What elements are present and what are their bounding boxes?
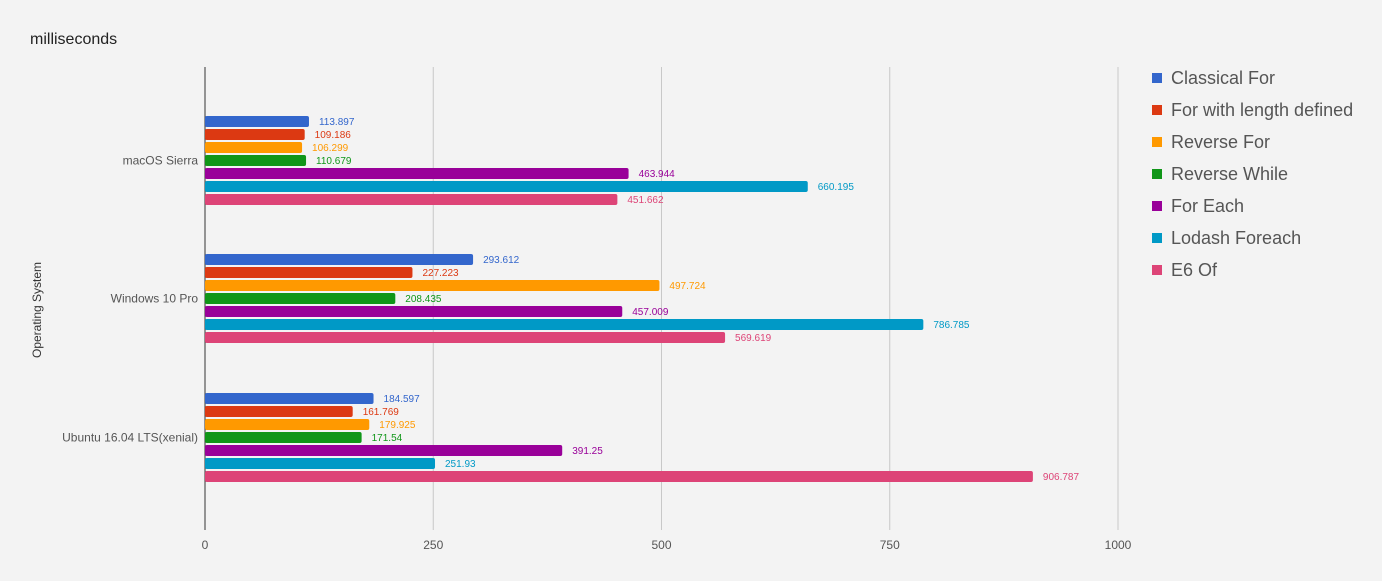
data-label: 171.54: [372, 433, 403, 444]
chart-title: milliseconds: [30, 31, 117, 48]
legend-swatch: [1152, 265, 1162, 275]
data-label: 463.944: [639, 169, 676, 180]
category-labels: macOS Sierra Windows 10 Pro Ubuntu 16.04 L…: [62, 154, 198, 445]
bar: [205, 445, 563, 456]
y-axis-title: Operating System: [30, 262, 44, 358]
data-label: 179.925: [379, 420, 416, 431]
legend-swatch: [1152, 201, 1162, 211]
bar: [205, 406, 353, 417]
legend-entry: For Each: [1171, 196, 1244, 216]
data-label: 293.612: [483, 255, 520, 266]
data-label: 113.897: [319, 117, 355, 128]
data-label: 251.93: [445, 459, 476, 470]
data-label: 106.299: [312, 143, 349, 154]
legend-swatch: [1152, 233, 1162, 243]
bar: [205, 280, 660, 291]
bar: [205, 293, 396, 304]
bar: [205, 332, 726, 343]
data-label: 457.009: [632, 307, 669, 318]
legend: Classical For For with length defined Reve…: [1152, 68, 1353, 280]
data-label: 208.435: [405, 294, 442, 305]
bar: [205, 319, 924, 330]
bar: [205, 181, 808, 192]
bars: [205, 116, 1033, 482]
bar: [205, 155, 307, 166]
bar: [205, 458, 436, 469]
data-label: 497.724: [669, 281, 706, 292]
bar: [205, 306, 623, 317]
x-tick-label: 500: [651, 538, 671, 552]
legend-swatch: [1152, 169, 1162, 179]
data-label: 227.223: [422, 268, 459, 279]
bar: [205, 168, 629, 179]
bar: [205, 129, 305, 140]
bar: [205, 116, 309, 127]
x-tick-label: 750: [880, 538, 900, 552]
data-label: 451.662: [627, 195, 664, 206]
category-label: Windows 10 Pro: [111, 292, 199, 306]
bar: [205, 254, 474, 265]
data-label: 391.25: [572, 446, 603, 457]
data-label: 184.597: [384, 394, 421, 405]
x-tick-labels: 0 250 500 750 1000: [202, 538, 1132, 552]
bar: [205, 419, 370, 430]
x-tick-label: 0: [202, 538, 209, 552]
bar: [205, 194, 618, 205]
bar: [205, 471, 1033, 482]
legend-entry: For with length defined: [1171, 100, 1353, 120]
x-tick-label: 1000: [1105, 538, 1132, 552]
legend-swatch: [1152, 73, 1162, 83]
legend-entry: E6 Of: [1171, 260, 1218, 280]
bar: [205, 393, 374, 404]
data-label: 906.787: [1043, 472, 1080, 483]
bar: [205, 432, 362, 443]
data-label: 109.186: [315, 130, 352, 141]
data-label: 660.195: [818, 182, 855, 193]
data-label: 786.785: [933, 320, 970, 331]
legend-entry: Lodash Foreach: [1171, 228, 1301, 248]
legend-swatch: [1152, 105, 1162, 115]
legend-entry: Classical For: [1171, 68, 1275, 88]
legend-entry: Reverse While: [1171, 164, 1288, 184]
data-labels: 113.897 109.186 106.299 110.679 463.944 660.1…: [312, 117, 1079, 483]
legend-swatch: [1152, 137, 1162, 147]
data-label: 110.679: [316, 156, 352, 167]
bar: [205, 267, 413, 278]
data-label: 569.619: [735, 333, 772, 344]
x-tick-label: 250: [423, 538, 443, 552]
category-label: Ubuntu 16.04 LTS(xenial): [62, 431, 198, 445]
bar: [205, 142, 303, 153]
legend-entry: Reverse For: [1171, 132, 1270, 152]
category-label: macOS Sierra: [123, 154, 199, 168]
data-label: 161.769: [363, 407, 400, 418]
